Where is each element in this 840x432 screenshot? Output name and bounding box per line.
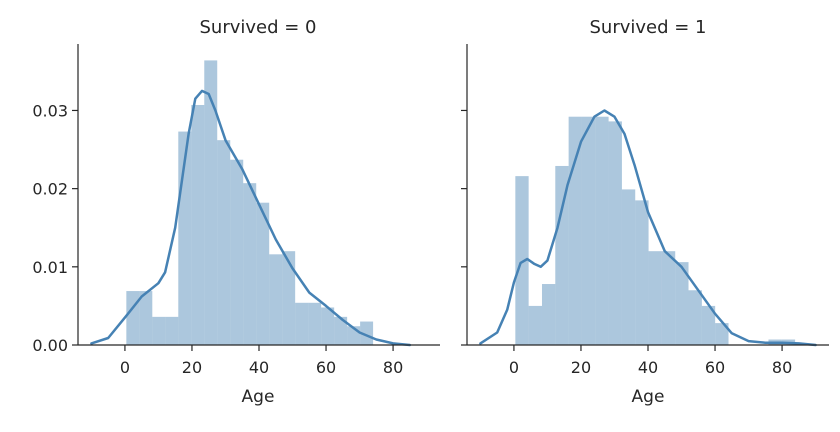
y-tick-label: 0.00 — [32, 336, 68, 355]
x-tick-label: 20 — [182, 358, 202, 377]
x-tick-label: 20 — [571, 358, 591, 377]
facet-title: Survived = 0 — [199, 17, 316, 38]
histogram-bar — [230, 159, 244, 345]
histogram-bar — [360, 321, 374, 345]
facet-survived-1: Survived = 1 0 20 40 60 80 Age — [461, 17, 829, 407]
x-tick-label: 80 — [772, 358, 792, 377]
x-ticks: 0 20 40 60 80 — [509, 345, 792, 377]
histogram-bar — [165, 316, 179, 345]
histogram-bar — [308, 302, 322, 345]
histogram-bar — [515, 176, 529, 345]
y-tick-label: 0.03 — [32, 101, 68, 120]
histogram-bar — [528, 305, 542, 345]
x-ticks: 0 20 40 60 80 — [120, 345, 403, 377]
histogram-bar — [126, 291, 140, 345]
histogram-bar — [595, 116, 609, 345]
histogram-bar — [608, 121, 622, 346]
histogram-bars — [515, 116, 796, 346]
y-ticks: 0.00 0.01 0.02 0.03 — [32, 101, 78, 355]
histogram-bars — [126, 60, 374, 346]
histogram-bar — [715, 323, 729, 345]
histogram-bar — [675, 262, 689, 345]
y-tick-label: 0.02 — [32, 180, 68, 199]
histogram-bar — [282, 251, 296, 345]
y-ticks — [461, 109, 467, 346]
histogram-bar — [648, 251, 662, 345]
histogram-bar — [152, 316, 166, 345]
x-tick-label: 80 — [383, 358, 403, 377]
histogram-bar — [295, 302, 309, 345]
histogram-bar — [581, 116, 596, 345]
histogram-bar — [701, 305, 716, 345]
histogram-bar — [555, 165, 569, 345]
histogram-bar — [256, 202, 270, 345]
histogram-bar — [635, 200, 649, 345]
histogram-bar — [541, 284, 556, 345]
kde-line — [90, 89, 412, 347]
facet-survived-0: Survived = 0 0 20 40 60 80 0.000.010.020.03 … — [32, 17, 440, 407]
histogram-bar — [139, 291, 153, 345]
x-tick-label: 0 — [509, 358, 519, 377]
histogram-bar — [568, 116, 582, 345]
histogram-bar — [191, 104, 205, 346]
histogram-bar — [661, 251, 676, 345]
histogram-bar — [334, 316, 348, 345]
x-axis-label: Age — [242, 387, 275, 407]
facet-title: Survived = 1 — [589, 17, 706, 38]
histogram-bar — [217, 140, 231, 345]
x-tick-label: 60 — [316, 358, 336, 377]
histogram-bar — [688, 290, 702, 345]
x-axis-label: Age — [632, 387, 665, 407]
x-tick-label: 0 — [120, 358, 130, 377]
histogram-bar — [621, 189, 636, 345]
x-tick-label: 60 — [705, 358, 725, 377]
y-tick-label: 0.01 — [32, 258, 68, 277]
x-tick-label: 40 — [638, 358, 658, 377]
kde-line — [479, 109, 817, 347]
histogram-bar — [243, 183, 257, 345]
histogram-bar — [321, 307, 335, 345]
histogram-bar — [269, 254, 283, 345]
histogram-bar — [204, 60, 218, 345]
x-tick-label: 40 — [249, 358, 269, 377]
